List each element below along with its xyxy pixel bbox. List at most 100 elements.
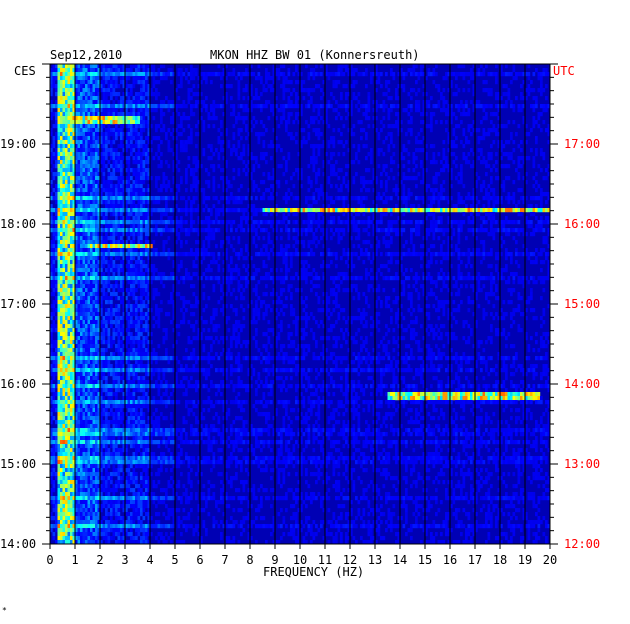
- spectrogram-cell: [290, 104, 293, 109]
- left-axis-label: CES: [14, 64, 36, 78]
- spectrogram-cell: [337, 80, 341, 85]
- spectrogram-cell: [102, 92, 106, 97]
- spectrogram-cell: [60, 72, 63, 77]
- spectrogram-cell: [392, 176, 396, 181]
- spectrogram-cell: [62, 72, 66, 77]
- spectrogram-cell: [245, 108, 248, 113]
- spectrogram-cell: [427, 272, 431, 277]
- spectrogram-cell: [120, 248, 123, 253]
- spectrogram-cell: [162, 228, 166, 233]
- spectrogram-cell: [427, 100, 431, 105]
- spectrogram-cell: [87, 112, 91, 117]
- spectrogram-cell: [80, 268, 83, 273]
- spectrogram-cell: [357, 236, 361, 241]
- spectrogram-cell: [392, 228, 396, 233]
- spectrogram-cell: [95, 64, 98, 69]
- spectrogram-cell: [117, 164, 121, 169]
- spectrogram-cell: [70, 72, 73, 77]
- spectrogram-cell: [225, 180, 228, 185]
- spectrogram-cell: [450, 172, 453, 177]
- spectrogram-cell: [267, 72, 271, 77]
- spectrogram-cell: [490, 220, 493, 225]
- spectrogram-cell: [282, 212, 286, 217]
- spectrogram-cell: [470, 252, 473, 257]
- spectrogram-cell: [200, 228, 203, 233]
- spectrogram-cell: [355, 228, 358, 233]
- spectrogram-cell: [165, 184, 168, 189]
- spectrogram-cell: [277, 220, 281, 225]
- spectrogram-cell: [135, 184, 138, 189]
- spectrogram-cell: [75, 200, 78, 205]
- spectrogram-cell: [62, 108, 66, 113]
- spectrogram-cell: [102, 96, 106, 101]
- spectrogram-cell: [142, 272, 146, 277]
- spectrogram-cell: [77, 224, 81, 229]
- spectrogram-cell: [190, 132, 193, 137]
- spectrogram-cell: [420, 128, 423, 133]
- spectrogram-cell: [462, 200, 466, 205]
- spectrogram-cell: [125, 160, 128, 165]
- spectrogram-cell: [67, 140, 71, 145]
- spectrogram-cell: [285, 192, 288, 197]
- spectrogram-cell: [292, 236, 296, 241]
- spectrogram-cell: [97, 104, 101, 109]
- spectrogram-cell: [62, 220, 66, 225]
- spectrogram-cell: [407, 128, 411, 133]
- spectrogram-cell: [447, 112, 451, 117]
- spectrogram-cell: [70, 148, 73, 153]
- spectrogram-cell: [205, 104, 208, 109]
- spectrogram-cell: [465, 136, 468, 141]
- spectrogram-cell: [60, 92, 63, 97]
- spectrogram-cell: [90, 260, 93, 265]
- spectrogram-cell: [65, 244, 68, 249]
- spectrogram-cell: [100, 132, 103, 137]
- spectrogram-cell: [115, 92, 118, 97]
- spectrogram-cell: [520, 84, 523, 89]
- spectrogram-cell: [495, 80, 498, 85]
- spectrogram-cell: [142, 168, 146, 173]
- spectrogram-cell: [422, 196, 426, 201]
- spectrogram-cell: [92, 236, 96, 241]
- spectrogram-cell: [377, 80, 381, 85]
- spectrogram-cell: [265, 76, 268, 81]
- spectrogram-cell: [97, 140, 101, 145]
- spectrogram-cell: [502, 188, 506, 193]
- spectrogram-cell: [77, 252, 81, 257]
- spectrogram-cell: [52, 228, 56, 233]
- spectrogram-cell: [100, 188, 103, 193]
- spectrogram-cell: [140, 152, 143, 157]
- spectrogram-cell: [142, 84, 146, 89]
- spectrogram-cell: [512, 220, 516, 225]
- spectrogram-cell: [285, 260, 288, 265]
- spectrogram-cell: [327, 144, 331, 149]
- spectrogram-cell: [505, 100, 508, 105]
- spectrogram-cell: [482, 248, 486, 253]
- spectrogram-cell: [392, 76, 396, 81]
- spectrogram-cell: [177, 168, 181, 173]
- spectrogram-cell: [337, 72, 341, 77]
- spectrogram-cell: [527, 208, 531, 213]
- spectrogram-cell: [95, 272, 98, 277]
- spectrogram-cell: [132, 128, 136, 133]
- spectrogram-cell: [387, 220, 391, 225]
- spectrogram-cell: [57, 236, 61, 241]
- spectrogram-cell: [317, 72, 321, 77]
- spectrogram-cell: [237, 196, 241, 201]
- spectrogram-cell: [382, 208, 386, 213]
- spectrogram-cell: [537, 224, 541, 229]
- spectrogram-cell: [455, 144, 458, 149]
- spectrogram-cell: [125, 244, 128, 249]
- spectrogram-cell: [402, 184, 406, 189]
- spectrogram-cell: [60, 240, 63, 245]
- spectrogram-cell: [62, 192, 66, 197]
- spectrogram-cell: [127, 168, 131, 173]
- spectrogram-cell: [272, 228, 276, 233]
- spectrogram-cell: [170, 116, 173, 121]
- spectrogram-cell: [437, 204, 441, 209]
- spectrogram-cell: [57, 72, 61, 77]
- spectrogram-cell: [410, 240, 413, 245]
- spectrogram-cell: [57, 108, 61, 113]
- spectrogram-cell: [405, 132, 408, 137]
- spectrogram-cell: [182, 100, 186, 105]
- spectrogram-cell: [170, 80, 173, 85]
